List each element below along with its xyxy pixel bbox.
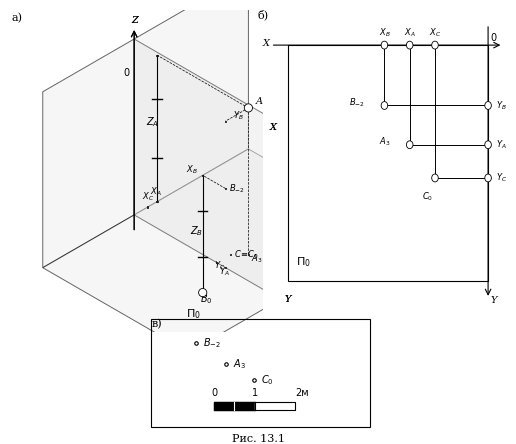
Text: Y: Y: [491, 296, 497, 305]
Circle shape: [485, 102, 491, 109]
Circle shape: [485, 174, 491, 182]
Polygon shape: [225, 267, 226, 268]
Text: $Z_A$: $Z_A$: [147, 115, 159, 129]
Text: б): б): [258, 9, 269, 20]
Polygon shape: [230, 254, 231, 255]
Polygon shape: [225, 120, 226, 122]
Text: $Y_C$: $Y_C$: [214, 259, 225, 272]
Text: а): а): [11, 13, 22, 24]
Polygon shape: [156, 55, 157, 56]
Circle shape: [244, 104, 252, 112]
Polygon shape: [43, 0, 248, 268]
Text: 2м: 2м: [296, 388, 309, 398]
Text: $X_A$: $X_A$: [150, 186, 162, 198]
Polygon shape: [248, 254, 249, 255]
Polygon shape: [225, 188, 226, 189]
Circle shape: [199, 289, 207, 297]
Polygon shape: [216, 262, 217, 263]
Text: $\Pi_0$: $\Pi_0$: [186, 307, 201, 321]
Text: $Y_C$: $Y_C$: [496, 172, 507, 184]
Text: $A_3$: $A_3$: [233, 357, 246, 371]
Text: X: X: [270, 123, 277, 132]
Text: 0: 0: [123, 68, 130, 78]
Text: $\Pi_0$: $\Pi_0$: [296, 255, 311, 270]
Text: 1: 1: [252, 388, 258, 398]
Text: $Y_A$: $Y_A$: [219, 266, 230, 278]
Circle shape: [407, 41, 413, 49]
Text: $X_C$: $X_C$: [429, 27, 441, 39]
Text: $B_0$: $B_0$: [200, 293, 213, 306]
Text: $Z_B$: $Z_B$: [190, 224, 203, 238]
Polygon shape: [202, 175, 203, 176]
Text: Рис. 13.1: Рис. 13.1: [232, 434, 284, 444]
Text: Z: Z: [131, 16, 138, 25]
Text: $X_B$: $X_B$: [186, 163, 198, 176]
Text: 0: 0: [491, 32, 497, 43]
Text: $A_3$: $A_3$: [379, 135, 391, 148]
Text: $Y_A$: $Y_A$: [496, 139, 506, 151]
Text: $C\!\equiv\!C_0$: $C\!\equiv\!C_0$: [234, 249, 258, 261]
Text: A: A: [255, 97, 263, 106]
Text: Y: Y: [284, 295, 291, 304]
Text: $Y_B$: $Y_B$: [496, 99, 507, 112]
Text: 0: 0: [211, 388, 217, 398]
Circle shape: [407, 141, 413, 149]
Circle shape: [485, 141, 491, 149]
Text: $X_B$: $X_B$: [379, 27, 390, 39]
Text: Y: Y: [284, 295, 291, 304]
Text: в): в): [152, 319, 162, 329]
Circle shape: [381, 41, 388, 49]
Text: $C_0$: $C_0$: [261, 373, 273, 387]
Text: $B_{-2}$: $B_{-2}$: [229, 182, 245, 195]
Text: X: X: [263, 39, 270, 48]
Polygon shape: [134, 39, 280, 299]
Text: $B_{-2}$: $B_{-2}$: [349, 96, 365, 109]
Circle shape: [432, 174, 438, 182]
Circle shape: [432, 41, 438, 49]
Text: X: X: [270, 123, 277, 132]
Polygon shape: [156, 201, 157, 202]
Text: Z: Z: [131, 16, 138, 25]
Text: $Y_B$: $Y_B$: [233, 109, 244, 122]
Text: $X_A$: $X_A$: [404, 27, 415, 39]
Text: $A_3$: $A_3$: [251, 253, 263, 265]
Polygon shape: [147, 206, 149, 208]
Circle shape: [381, 102, 388, 109]
Text: $X_C$: $X_C$: [142, 191, 155, 203]
Text: $C_0$: $C_0$: [422, 190, 433, 202]
Text: $B_{-2}$: $B_{-2}$: [203, 336, 220, 350]
Polygon shape: [43, 149, 395, 352]
